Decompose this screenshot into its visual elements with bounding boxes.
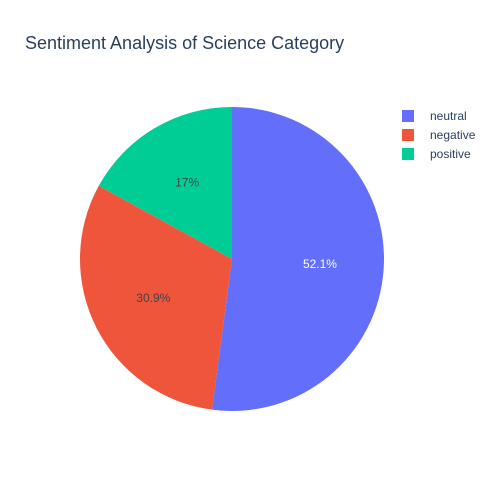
slice-label-negative: 30.9%	[136, 291, 170, 305]
legend: neutral negative positive	[402, 106, 475, 163]
pie-slice-positive[interactable]	[98, 106, 232, 259]
legend-item-neutral[interactable]: neutral	[402, 106, 475, 125]
legend-label-positive: positive	[430, 146, 471, 161]
pie-slice-neutral[interactable]	[212, 107, 384, 411]
chart-title: Sentiment Analysis of Science Category	[25, 33, 345, 53]
legend-swatch-neutral	[402, 109, 414, 122]
legend-swatch-positive	[402, 147, 414, 160]
legend-swatch-negative	[402, 128, 414, 141]
legend-item-negative[interactable]: negative	[402, 125, 475, 144]
slice-label-neutral: 52.1%	[303, 257, 337, 271]
legend-item-positive[interactable]: positive	[402, 144, 475, 163]
legend-label-neutral: neutral	[430, 108, 467, 123]
legend-label-negative: negative	[430, 127, 476, 142]
slice-label-positive: 17%	[175, 175, 199, 189]
pie-slice-negative[interactable]	[79, 185, 232, 410]
